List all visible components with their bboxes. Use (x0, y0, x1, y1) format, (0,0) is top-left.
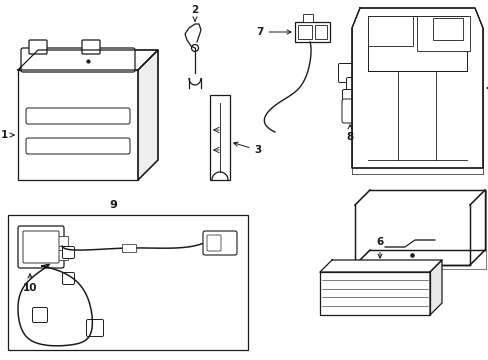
Bar (314, 25, 326, 39)
Polygon shape (354, 190, 484, 205)
Polygon shape (319, 272, 429, 315)
FancyBboxPatch shape (18, 226, 64, 268)
Text: 6: 6 (376, 237, 383, 258)
FancyBboxPatch shape (32, 307, 47, 323)
FancyBboxPatch shape (26, 108, 130, 124)
Text: 9: 9 (109, 200, 117, 210)
Bar (432, 18, 462, 40)
FancyBboxPatch shape (62, 247, 74, 258)
Polygon shape (319, 260, 441, 272)
FancyBboxPatch shape (338, 63, 363, 82)
Bar (18, 70, 138, 180)
Polygon shape (138, 50, 158, 180)
FancyBboxPatch shape (62, 273, 74, 284)
FancyBboxPatch shape (203, 231, 237, 255)
Bar (56, 236, 68, 246)
FancyBboxPatch shape (206, 235, 221, 251)
FancyBboxPatch shape (26, 138, 130, 154)
Text: 3: 3 (233, 142, 261, 155)
FancyBboxPatch shape (342, 90, 359, 104)
FancyBboxPatch shape (21, 48, 135, 72)
Bar (416, 16, 469, 51)
FancyBboxPatch shape (86, 320, 103, 337)
Text: 10: 10 (23, 274, 37, 293)
Bar (122, 244, 136, 252)
Bar (297, 25, 311, 39)
FancyBboxPatch shape (346, 77, 367, 94)
Bar (367, 16, 412, 46)
Text: 4: 4 (486, 83, 488, 93)
Text: 2: 2 (191, 5, 198, 21)
Text: 7: 7 (256, 27, 290, 37)
Bar (303, 14, 312, 22)
Polygon shape (429, 260, 441, 315)
FancyBboxPatch shape (82, 40, 100, 54)
Bar (56, 250, 68, 260)
Bar (8, 215, 247, 350)
FancyBboxPatch shape (341, 99, 359, 123)
Text: 1: 1 (0, 130, 14, 140)
Bar (294, 22, 329, 42)
Polygon shape (18, 50, 158, 70)
Bar (209, 95, 229, 180)
Polygon shape (354, 205, 484, 265)
Text: 8: 8 (346, 125, 353, 142)
FancyBboxPatch shape (23, 231, 59, 263)
Bar (367, 16, 466, 71)
FancyBboxPatch shape (29, 40, 47, 54)
Polygon shape (351, 8, 482, 168)
